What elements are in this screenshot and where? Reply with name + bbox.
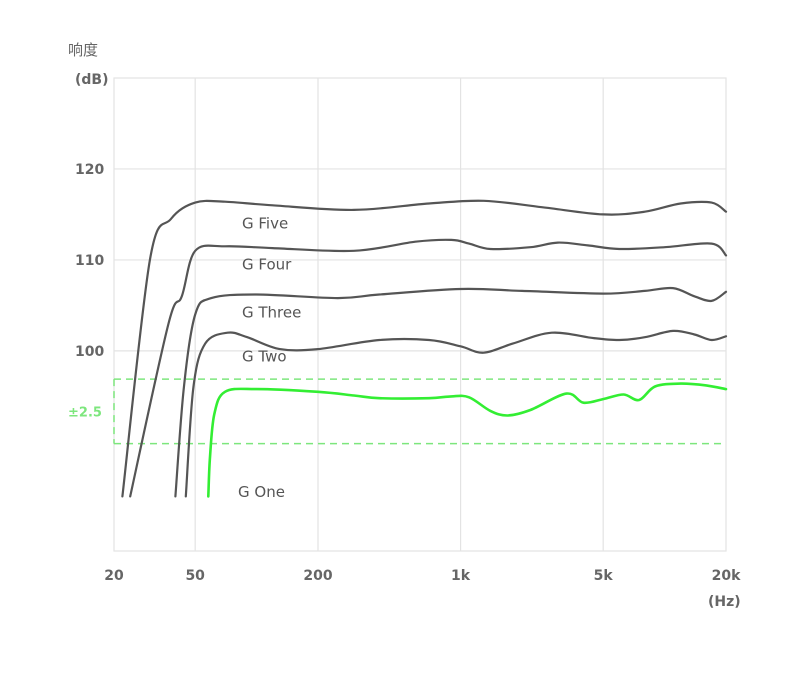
tolerance-label: ±2.5: [68, 405, 102, 420]
series-line-g-four: [129, 238, 728, 498]
x-axis-unit: (Hz): [708, 594, 741, 610]
tolerance-band: ±2.5: [68, 378, 726, 445]
tick-labels: 20 50 200 1k 5k 20k 100 110 120: [75, 162, 741, 584]
x-tick-label: 1k: [451, 568, 471, 584]
series-lines: [121, 199, 728, 498]
y-tick-label: 120: [75, 162, 104, 178]
x-tick-label: 50: [185, 568, 205, 584]
y-axis-unit: (dB): [75, 72, 109, 88]
series-label-g-four: G Four: [242, 255, 292, 273]
x-tick-label: 200: [303, 568, 332, 584]
y-axis-label: 响度: [68, 41, 98, 59]
series-label-g-one: G One: [238, 483, 285, 501]
grid: [113, 77, 727, 552]
series-line-g-five: [121, 199, 728, 498]
y-tick-label: 110: [75, 253, 104, 269]
series-line-g-one: [207, 382, 728, 498]
series-label-g-two: G Two: [242, 347, 287, 365]
series-label-g-five: G Five: [242, 215, 288, 233]
series-labels: G Five G Four G Three G Two G One: [238, 215, 301, 501]
series-label-g-three: G Three: [242, 304, 301, 322]
x-tick-label: 5k: [594, 568, 614, 584]
series-line-g-three: [174, 286, 728, 498]
x-tick-label: 20: [104, 568, 124, 584]
plot-frame: [113, 77, 727, 552]
x-tick-label: 20k: [712, 568, 741, 584]
series-line-g-two: [184, 329, 728, 498]
y-tick-label: 100: [75, 344, 104, 360]
